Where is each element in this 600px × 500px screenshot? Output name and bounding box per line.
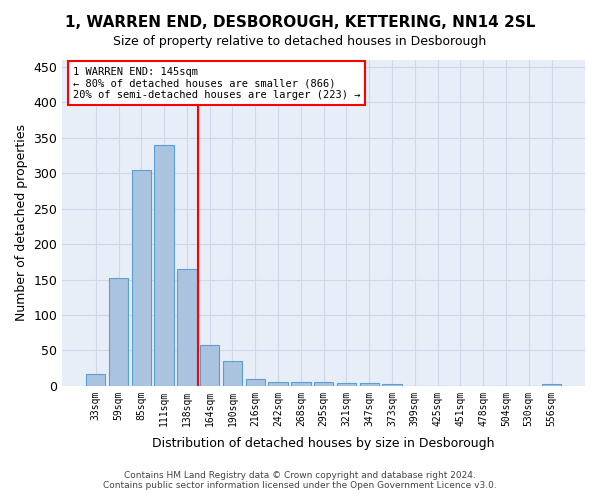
Bar [131,170,151,386]
Text: Contains HM Land Registry data © Crown copyright and database right 2024.
Contai: Contains HM Land Registry data © Crown c… [103,470,497,490]
Y-axis label: Number of detached properties: Number of detached properties [15,124,28,322]
Text: 1, WARREN END, DESBOROUGH, KETTERING, NN14 2SL: 1, WARREN END, DESBOROUGH, KETTERING, NN… [65,15,535,30]
Bar [86,374,106,386]
Bar [177,269,197,386]
Bar [314,382,334,386]
Bar [109,278,128,386]
Bar [542,384,561,386]
X-axis label: Distribution of detached houses by size in Desborough: Distribution of detached houses by size … [152,437,495,450]
Bar [200,346,220,386]
Text: 1 WARREN END: 145sqm
← 80% of detached houses are smaller (866)
20% of semi-deta: 1 WARREN END: 145sqm ← 80% of detached h… [73,66,360,100]
Bar [291,382,311,386]
Bar [223,361,242,386]
Bar [337,383,356,386]
Bar [268,382,288,386]
Bar [154,145,174,386]
Bar [359,383,379,386]
Text: Size of property relative to detached houses in Desborough: Size of property relative to detached ho… [113,35,487,48]
Bar [382,384,402,386]
Bar [245,378,265,386]
